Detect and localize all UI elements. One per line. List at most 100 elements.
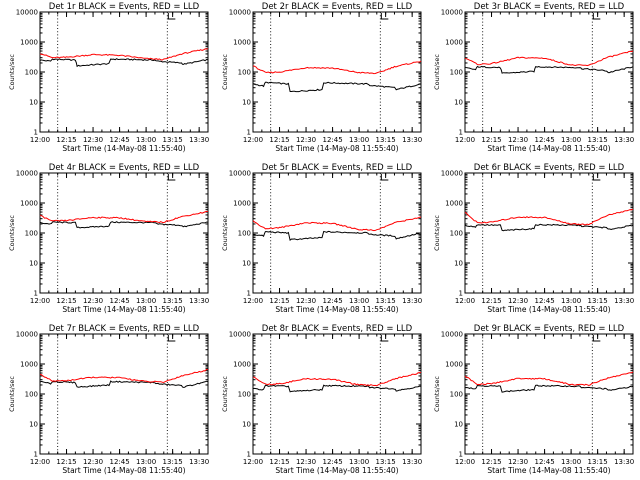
- y-axis-label: Counts/sec: [221, 54, 229, 90]
- x-tick-label: 13:15: [376, 297, 396, 305]
- y-tick-label: 10000: [441, 9, 463, 17]
- lld-series-line: [252, 216, 422, 232]
- panel-title: Det 4r BLACK = Events, RED = LLD: [49, 163, 200, 173]
- panel-det-5: Det 5r BLACK = Events, RED = LLD 1 10 100 10…: [221, 163, 422, 314]
- y-tick-label: 100: [25, 230, 38, 238]
- y-tick-label: 10000: [16, 170, 38, 178]
- y-tick-label: 100: [25, 391, 38, 399]
- corner-marker-glyph: [380, 335, 389, 342]
- y-tick-label: 10: [242, 421, 251, 429]
- x-axis-label: Start Time (14-May-08 11:55:40): [487, 305, 610, 314]
- x-tick-label: 12:00: [243, 297, 263, 305]
- panel-grid: Det 1r BLACK = Events, RED = LLD 1 10 100 10…: [8, 2, 634, 475]
- panel-title: Det 6r BLACK = Events, RED = LLD: [474, 163, 625, 173]
- y-axis-label: Counts/sec: [8, 215, 16, 251]
- y-tick-label: 100: [238, 69, 251, 77]
- plot-frame: [39, 172, 209, 294]
- x-tick-label: 12:00: [30, 297, 50, 305]
- x-axis-label: Start Time (14-May-08 11:55:40): [487, 144, 610, 153]
- y-tick-label: 1: [34, 129, 38, 137]
- panel-det-6: Det 6r BLACK = Events, RED = LLD 1 10 100 10…: [433, 163, 634, 314]
- y-tick-label: 10: [454, 99, 463, 107]
- x-tick-label: 12:00: [30, 136, 50, 144]
- corner-marker-glyph: [380, 174, 389, 181]
- panel-det-3: Det 3r BLACK = Events, RED = LLD 1 10 100 10…: [433, 2, 634, 153]
- x-tick-label: 13:00: [561, 297, 581, 305]
- y-tick-label: 1000: [233, 200, 251, 208]
- x-tick-label: 12:00: [30, 458, 50, 466]
- y-tick-label: 10: [242, 99, 251, 107]
- y-tick-label: 10000: [229, 9, 251, 17]
- x-tick-label: 12:30: [508, 297, 528, 305]
- y-axis-label: Counts/sec: [8, 376, 16, 412]
- panel-title: Det 2r BLACK = Events, RED = LLD: [262, 2, 413, 12]
- y-tick-label: 10: [29, 260, 38, 268]
- lld-series-line: [252, 60, 422, 75]
- lld-series-line: [464, 50, 634, 67]
- y-axis-label: Counts/sec: [221, 376, 229, 412]
- x-axis-label: Start Time (14-May-08 11:55:40): [275, 305, 398, 314]
- x-tick-label: 13:00: [136, 297, 156, 305]
- y-tick-label: 10: [29, 421, 38, 429]
- y-tick-label: 100: [25, 69, 38, 77]
- corner-marker-glyph: [167, 174, 176, 181]
- panel-det-4: Det 4r BLACK = Events, RED = LLD 1 10 100 10…: [8, 163, 209, 314]
- x-tick-label: 13:15: [376, 136, 396, 144]
- x-tick-label: 13:00: [349, 458, 369, 466]
- y-tick-label: 1000: [20, 39, 38, 47]
- panel-title: Det 5r BLACK = Events, RED = LLD: [262, 163, 413, 173]
- y-axis-label: Counts/sec: [221, 215, 229, 251]
- y-tick-label: 1: [247, 290, 251, 298]
- x-tick-label: 12:30: [508, 136, 528, 144]
- events-series-line: [39, 380, 209, 388]
- x-tick-label: 12:15: [269, 458, 289, 466]
- y-tick-label: 1000: [20, 200, 38, 208]
- x-tick-label: 13:15: [163, 458, 183, 466]
- x-axis-label: Start Time (14-May-08 11:55:40): [275, 144, 398, 153]
- x-tick-label: 12:45: [109, 297, 129, 305]
- panel-det-1: Det 1r BLACK = Events, RED = LLD 1 10 100 10…: [8, 2, 209, 153]
- y-tick-label: 1: [459, 290, 463, 298]
- x-tick-label: 13:15: [588, 458, 608, 466]
- lld-series-line: [39, 368, 209, 383]
- x-tick-label: 13:00: [349, 297, 369, 305]
- x-tick-label: 12:15: [56, 297, 76, 305]
- x-tick-label: 12:30: [296, 297, 316, 305]
- x-tick-label: 13:15: [376, 458, 396, 466]
- y-tick-label: 100: [450, 391, 463, 399]
- x-tick-label: 13:00: [349, 136, 369, 144]
- y-tick-label: 1000: [445, 39, 463, 47]
- y-axis-label: Counts/sec: [433, 376, 441, 412]
- y-tick-label: 1: [459, 129, 463, 137]
- x-axis-label: Start Time (14-May-08 11:55:40): [62, 305, 185, 314]
- y-tick-label: 1000: [233, 361, 251, 369]
- y-axis-label: Counts/sec: [8, 54, 16, 90]
- plot-frame: [39, 11, 209, 133]
- x-tick-label: 12:15: [269, 297, 289, 305]
- y-tick-label: 100: [450, 69, 463, 77]
- y-tick-label: 1: [459, 451, 463, 459]
- x-tick-label: 13:15: [163, 297, 183, 305]
- x-tick-label: 12:45: [534, 458, 554, 466]
- panel-det-7: Det 7r BLACK = Events, RED = LLD 1 10 100 10…: [8, 324, 209, 475]
- events-series-line: [39, 58, 209, 68]
- panel-det-8: Det 8r BLACK = Events, RED = LLD 1 10 100 10…: [221, 324, 422, 475]
- y-tick-label: 10: [454, 260, 463, 268]
- y-tick-label: 1000: [233, 39, 251, 47]
- corner-marker-glyph: [167, 13, 176, 20]
- y-tick-label: 10000: [16, 331, 38, 339]
- panel-det-9: Det 9r BLACK = Events, RED = LLD 1 10 100 10…: [433, 324, 634, 475]
- y-tick-label: 100: [238, 230, 251, 238]
- events-series-line: [464, 384, 634, 393]
- panel-title: Det 8r BLACK = Events, RED = LLD: [262, 324, 413, 334]
- x-tick-label: 12:15: [56, 136, 76, 144]
- y-tick-label: 10: [454, 421, 463, 429]
- plot-frame: [464, 172, 634, 294]
- x-tick-label: 12:30: [83, 297, 103, 305]
- x-tick-label: 12:15: [269, 136, 289, 144]
- x-axis-label: Start Time (14-May-08 11:55:40): [275, 466, 398, 475]
- y-tick-label: 10000: [441, 170, 463, 178]
- x-axis-label: Start Time (14-May-08 11:55:40): [487, 466, 610, 475]
- corner-marker-glyph: [592, 13, 601, 20]
- y-tick-label: 100: [238, 391, 251, 399]
